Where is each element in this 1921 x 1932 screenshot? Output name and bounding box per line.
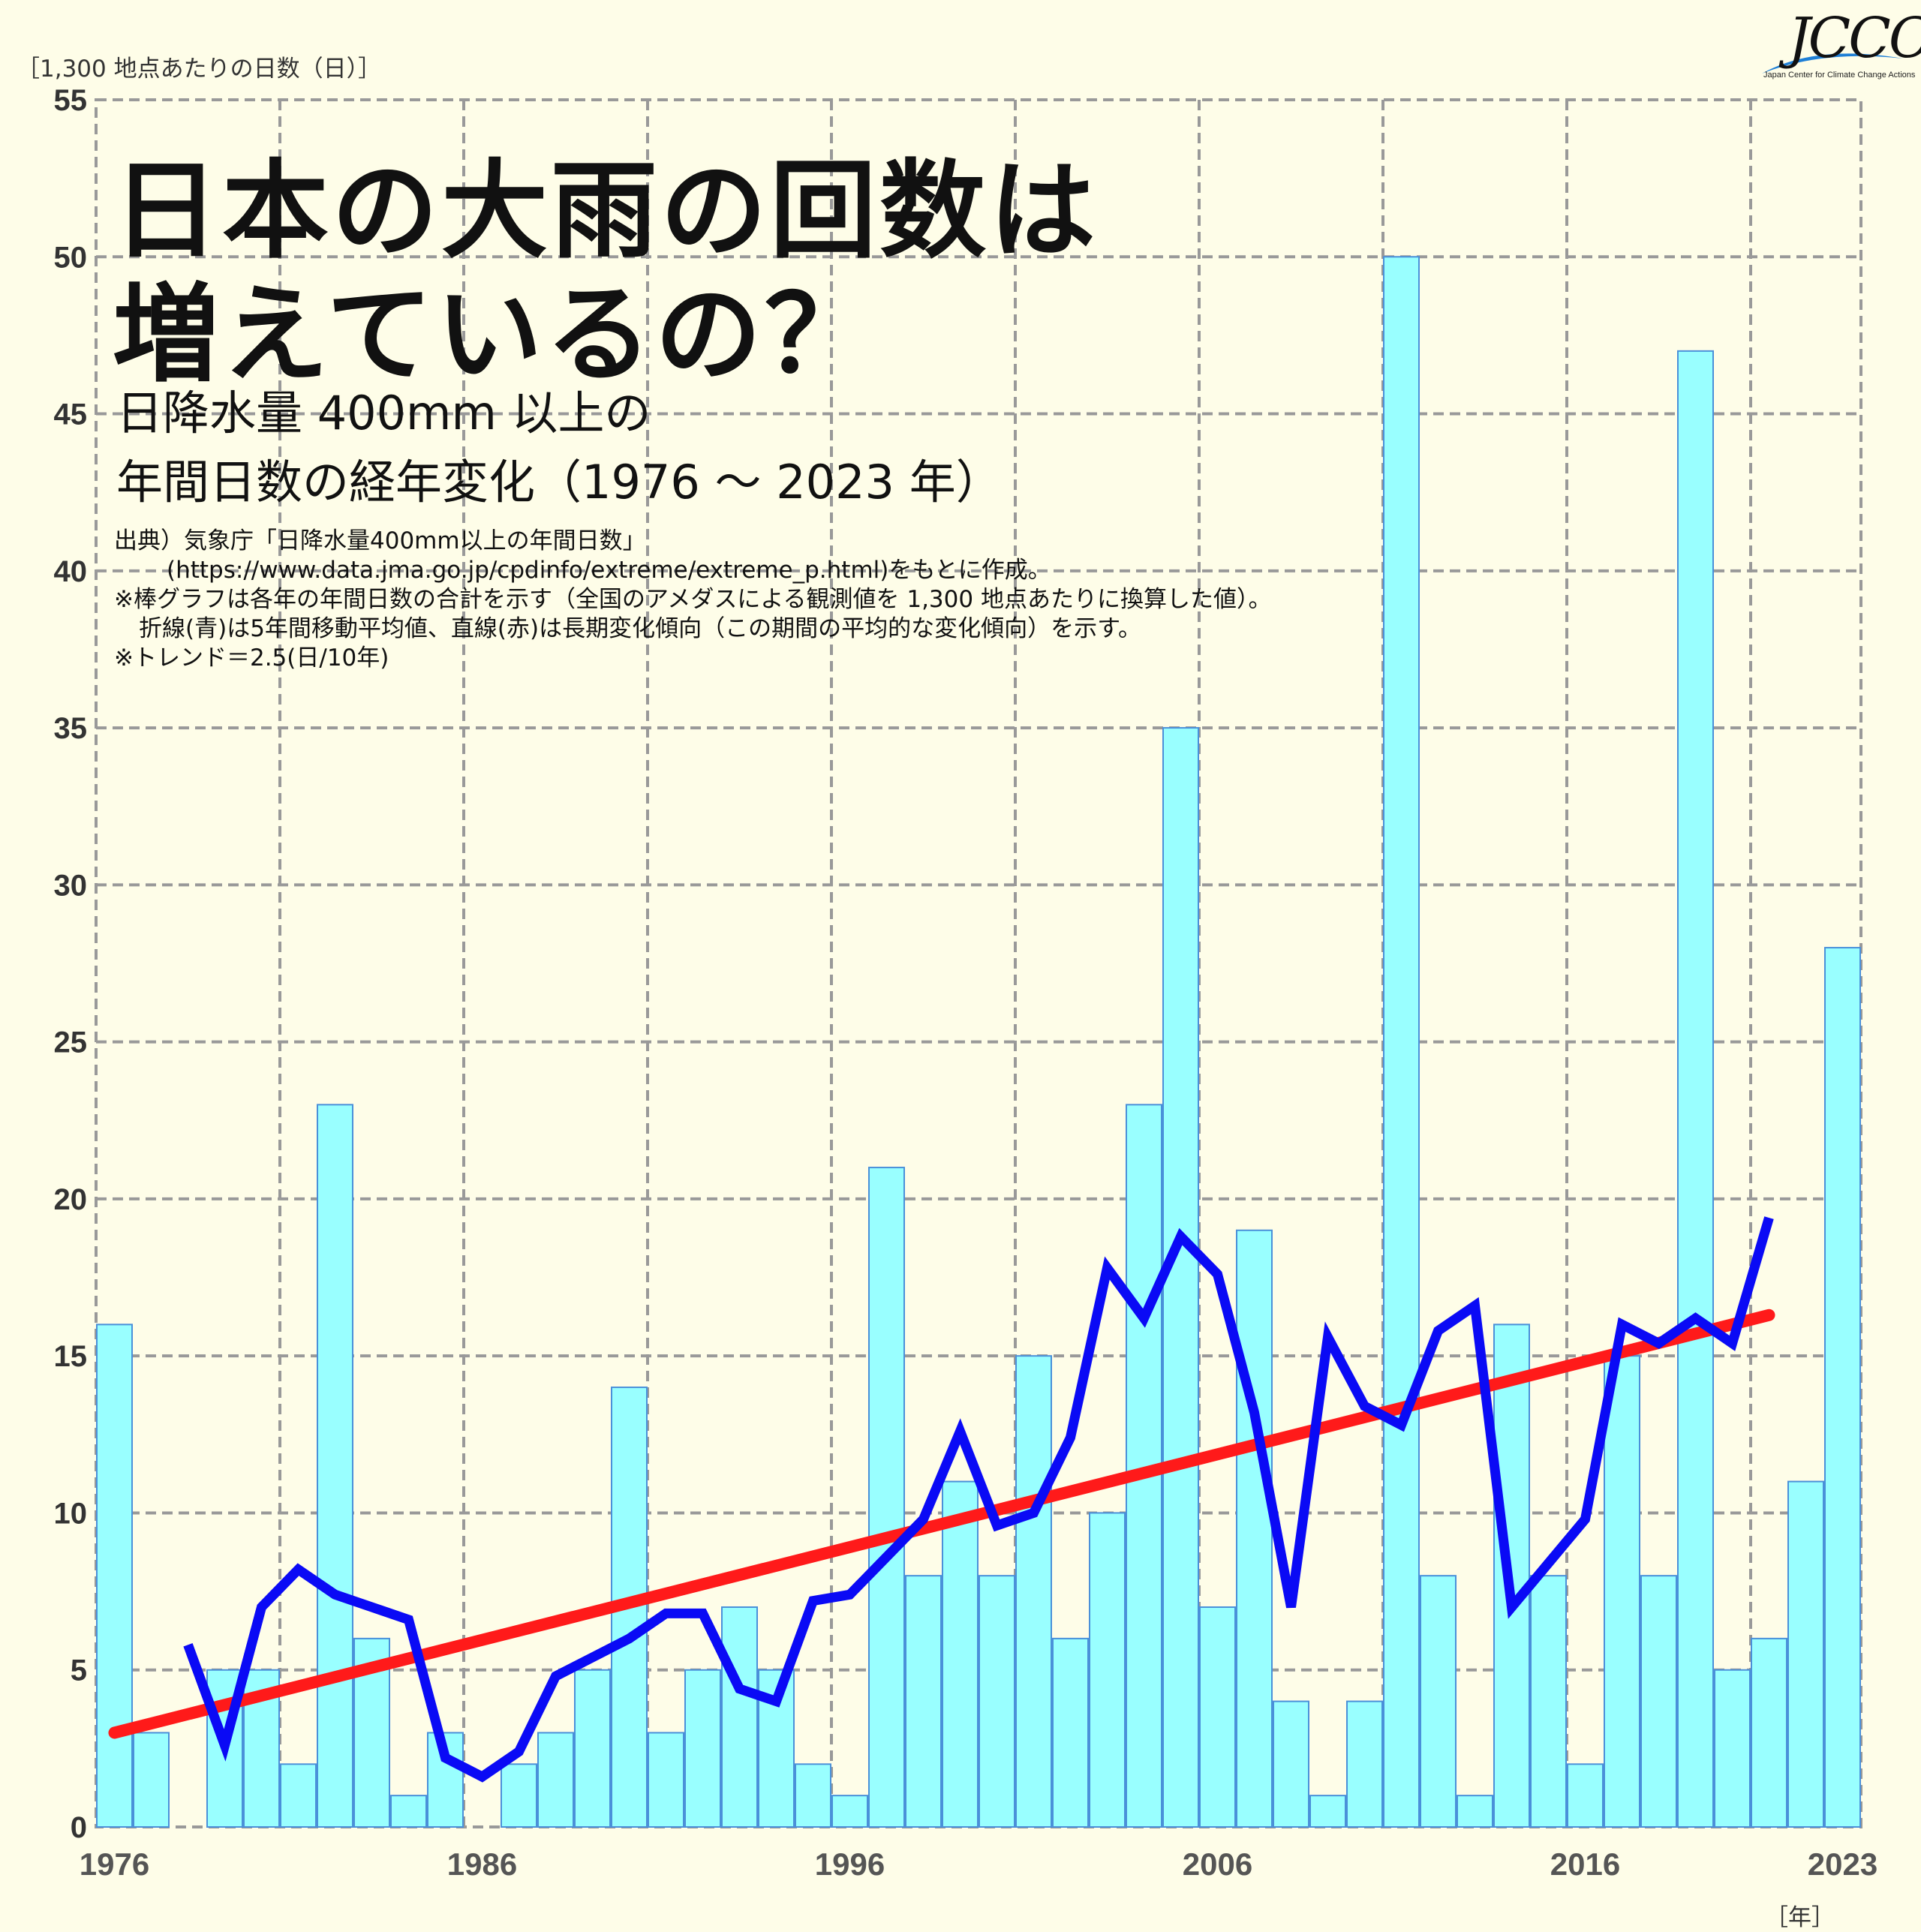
x-tick-label: 1996 xyxy=(815,1846,885,1882)
bar xyxy=(1714,1669,1751,1828)
bar xyxy=(1457,1795,1493,1828)
y-tick-label: 35 xyxy=(54,712,88,745)
logo-text: JCCCA xyxy=(1788,6,1921,71)
bar xyxy=(133,1732,170,1828)
bar xyxy=(684,1669,721,1828)
bar xyxy=(1346,1700,1383,1828)
bar xyxy=(1420,1575,1457,1828)
bar xyxy=(280,1763,317,1828)
x-tick-label: 1976 xyxy=(80,1846,149,1882)
y-tick-label: 40 xyxy=(54,555,88,588)
x-tick-label: 2023 xyxy=(1808,1846,1877,1882)
bar xyxy=(1162,727,1199,1828)
y-tick-label: 5 xyxy=(71,1654,87,1687)
subtitle-line2: 年間日数の経年変化（1976 ～ 2023 年） xyxy=(116,455,1003,509)
x-tick-label: 2006 xyxy=(1183,1846,1252,1882)
y-tick-label: 15 xyxy=(54,1340,88,1373)
bar xyxy=(537,1732,574,1828)
bar xyxy=(1052,1637,1089,1828)
bar xyxy=(1309,1795,1346,1828)
bar xyxy=(1089,1512,1126,1828)
bar xyxy=(1530,1575,1567,1828)
bar xyxy=(1236,1229,1273,1828)
bar xyxy=(979,1575,1015,1828)
bar xyxy=(1567,1763,1604,1828)
x-axis-unit-label: ［年］ xyxy=(1765,1904,1835,1931)
bar xyxy=(317,1104,353,1828)
y-tick-label: 0 xyxy=(71,1811,87,1844)
bar xyxy=(1199,1606,1236,1828)
source-note: 出典）気象庁「日降水量400mm以上の年間日数」 xyxy=(114,527,646,554)
trend-note: ※トレンド＝2.5(日/10年) xyxy=(114,645,389,672)
bar xyxy=(501,1763,537,1828)
bar xyxy=(868,1167,905,1828)
y-tick-label: 30 xyxy=(54,869,88,902)
y-tick-label: 20 xyxy=(54,1183,88,1216)
jccca-logo xyxy=(1762,53,1903,74)
bar xyxy=(721,1606,758,1828)
y-tick-label: 10 xyxy=(54,1497,88,1530)
bar xyxy=(1493,1324,1530,1828)
x-tick-label: 1986 xyxy=(447,1846,517,1882)
bar xyxy=(574,1669,611,1828)
bar xyxy=(905,1575,942,1828)
subtitle-line1: 日降水量 400mm 以上の xyxy=(116,386,651,440)
y-axis-unit-label: ［1,300 地点あたりの日数（日）］ xyxy=(17,56,382,83)
main-title-line2: 増えているの？ xyxy=(113,273,874,397)
y-tick-label: 55 xyxy=(54,84,88,117)
bar xyxy=(1015,1355,1052,1828)
main-title-line1: 日本の大雨の回数は xyxy=(113,149,1099,273)
bar xyxy=(1273,1700,1309,1828)
bar xyxy=(96,1324,133,1828)
y-tick-label: 50 xyxy=(54,241,88,274)
bar xyxy=(390,1795,427,1828)
bar-description-note: ※棒グラフは各年の年間日数の合計を示す（全国のアメダスによる観測値を 1,300… xyxy=(114,586,1272,613)
bar xyxy=(795,1763,831,1828)
bar xyxy=(1787,1480,1824,1828)
bar xyxy=(1604,1355,1640,1828)
bar xyxy=(1640,1575,1677,1828)
y-tick-label: 45 xyxy=(54,398,88,431)
trend-line xyxy=(108,1309,1775,1739)
bar xyxy=(1383,256,1420,1828)
y-tick-label: 25 xyxy=(54,1026,88,1059)
bar xyxy=(1677,350,1714,1828)
bar xyxy=(831,1795,868,1828)
bar xyxy=(1751,1637,1787,1828)
moving-average-line xyxy=(183,1216,1774,1783)
x-tick-label: 2016 xyxy=(1550,1846,1620,1882)
source-url-note: (https://www.data.jma.go.jp/cpdinfo/extr… xyxy=(167,557,1051,584)
bar xyxy=(1824,947,1861,1828)
bar xyxy=(648,1732,684,1828)
logo-subtext: Japan Center for Climate Change Actions xyxy=(1763,71,1916,80)
bar xyxy=(942,1480,979,1828)
line-description-note: 折線(青)は5年間移動平均値、直線(赤)は長期変化傾向（この期間の平均的な変化傾… xyxy=(139,615,1141,642)
